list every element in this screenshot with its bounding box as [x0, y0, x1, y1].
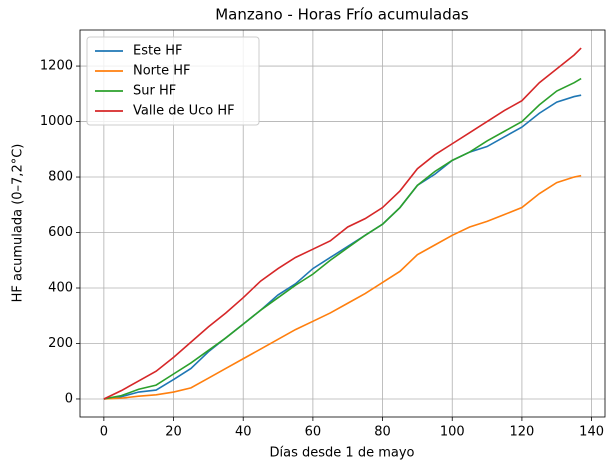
series-line	[103, 77, 582, 400]
y-tick-label: 1000	[40, 114, 73, 129]
legend-label: Sur HF	[133, 84, 176, 99]
x-tick-label: 0	[100, 425, 108, 440]
legend-label: Este HF	[133, 44, 182, 59]
legend-box	[86, 36, 260, 126]
x-axis-label: Días desde 1 de mayo	[270, 446, 415, 461]
legend-label: Valle de Uco HF	[133, 104, 235, 119]
y-tick-label: 600	[48, 225, 73, 240]
y-tick-label: 0	[65, 391, 73, 406]
x-tick-label: 140	[579, 425, 604, 440]
legend: Este HF Norte HF Sur HF Valle de Uco HF	[86, 36, 260, 126]
y-tick-label: 800	[48, 170, 73, 185]
x-tick-label: 100	[440, 425, 465, 440]
x-tick-label: 60	[305, 425, 322, 440]
x-tick-label: 20	[165, 425, 182, 440]
x-tick-label: 40	[235, 425, 252, 440]
chart-title: Manzano - Horas Frío acumuladas	[215, 6, 469, 24]
plot-frame	[79, 29, 606, 418]
x-tick-label: 120	[509, 425, 534, 440]
y-tick-label: 400	[48, 281, 73, 296]
series-line	[103, 47, 582, 400]
x-tick-label: 80	[374, 425, 391, 440]
series-line	[103, 174, 582, 400]
y-axis-label: HF acumulada (0–7,2°C)	[11, 144, 26, 303]
y-tick-label: 1200	[40, 59, 73, 74]
legend-label: Norte HF	[133, 64, 191, 79]
series-line	[103, 94, 582, 400]
y-tick-label: 200	[48, 336, 73, 351]
